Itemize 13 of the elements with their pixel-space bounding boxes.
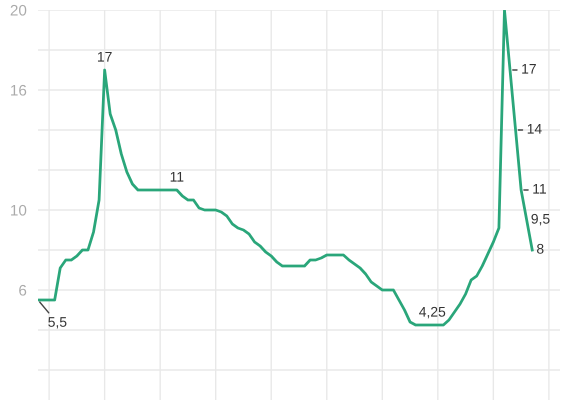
data-label: 17: [98, 52, 112, 62]
data-label: 11: [170, 172, 184, 182]
y-tick-label: 10: [11, 204, 26, 216]
data-label: 9,5: [532, 214, 550, 226]
y-tick-label: 6: [19, 284, 26, 296]
y-tick-label: 20: [10, 4, 26, 16]
data-label: 11: [533, 184, 546, 194]
data-label: 4,25: [419, 306, 446, 318]
data-label: 14: [528, 124, 542, 134]
y-tick-label: 16: [11, 84, 26, 96]
data-label: 17: [522, 64, 536, 74]
data-label: 8: [537, 244, 544, 254]
data-label: 5,5: [48, 317, 66, 329]
